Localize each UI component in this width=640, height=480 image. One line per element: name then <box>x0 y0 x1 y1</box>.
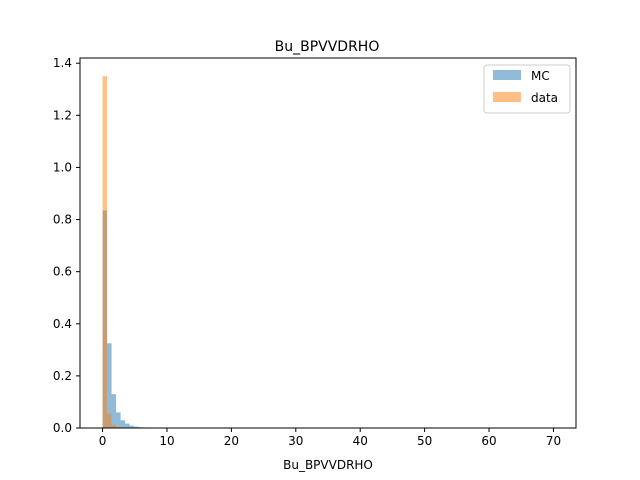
bar-mc-1 <box>107 343 112 428</box>
legend-label-mc: MC <box>531 69 550 83</box>
y-tick-label: 0.8 <box>53 213 72 227</box>
bar-data-1 <box>107 413 112 428</box>
y-tick-label: 0.2 <box>53 369 72 383</box>
plot-frame <box>79 57 577 429</box>
y-tick-label: 0.0 <box>53 421 72 435</box>
y-tick-label: 1.4 <box>53 56 72 70</box>
x-tick-label: 20 <box>224 434 239 448</box>
y-tick-label: 1.2 <box>53 108 72 122</box>
y-axis-ticks: 0.0 0.2 0.4 0.6 0.8 1.0 1.2 1.4 <box>53 56 80 435</box>
bar-data-0 <box>102 76 108 428</box>
legend-label-data: data <box>531 91 558 105</box>
x-tick-label: 50 <box>417 434 432 448</box>
x-tick-label: 10 <box>159 434 174 448</box>
legend-swatch-data <box>493 92 521 102</box>
y-tick-label: 0.4 <box>53 317 72 331</box>
bars-group <box>102 76 175 428</box>
x-tick-label: 70 <box>546 434 561 448</box>
bar-data-2 <box>111 424 117 428</box>
bar-mc-3 <box>116 412 121 428</box>
x-axis-ticks: 0 10 20 30 40 50 60 70 <box>99 428 561 448</box>
x-tick-label: 30 <box>288 434 303 448</box>
x-tick-label: 60 <box>481 434 496 448</box>
bar-mc-2 <box>111 394 117 428</box>
bar-mc-6 <box>129 425 135 428</box>
y-tick-label: 0.6 <box>53 265 72 279</box>
y-tick-label: 1.0 <box>53 160 72 174</box>
bar-mc-7 <box>134 426 139 428</box>
bar-data-3 <box>116 426 121 428</box>
bar-mc-5 <box>125 423 130 428</box>
x-tick-label: 0 <box>99 434 107 448</box>
legend: MC data <box>483 64 571 114</box>
x-axis-label: Bu_BPVVDRHO <box>283 458 373 472</box>
chart-title: Bu_BPVVDRHO <box>275 39 380 55</box>
bar-mc-4 <box>120 420 126 428</box>
legend-swatch-mc <box>493 70 521 80</box>
x-tick-label: 40 <box>353 434 368 448</box>
